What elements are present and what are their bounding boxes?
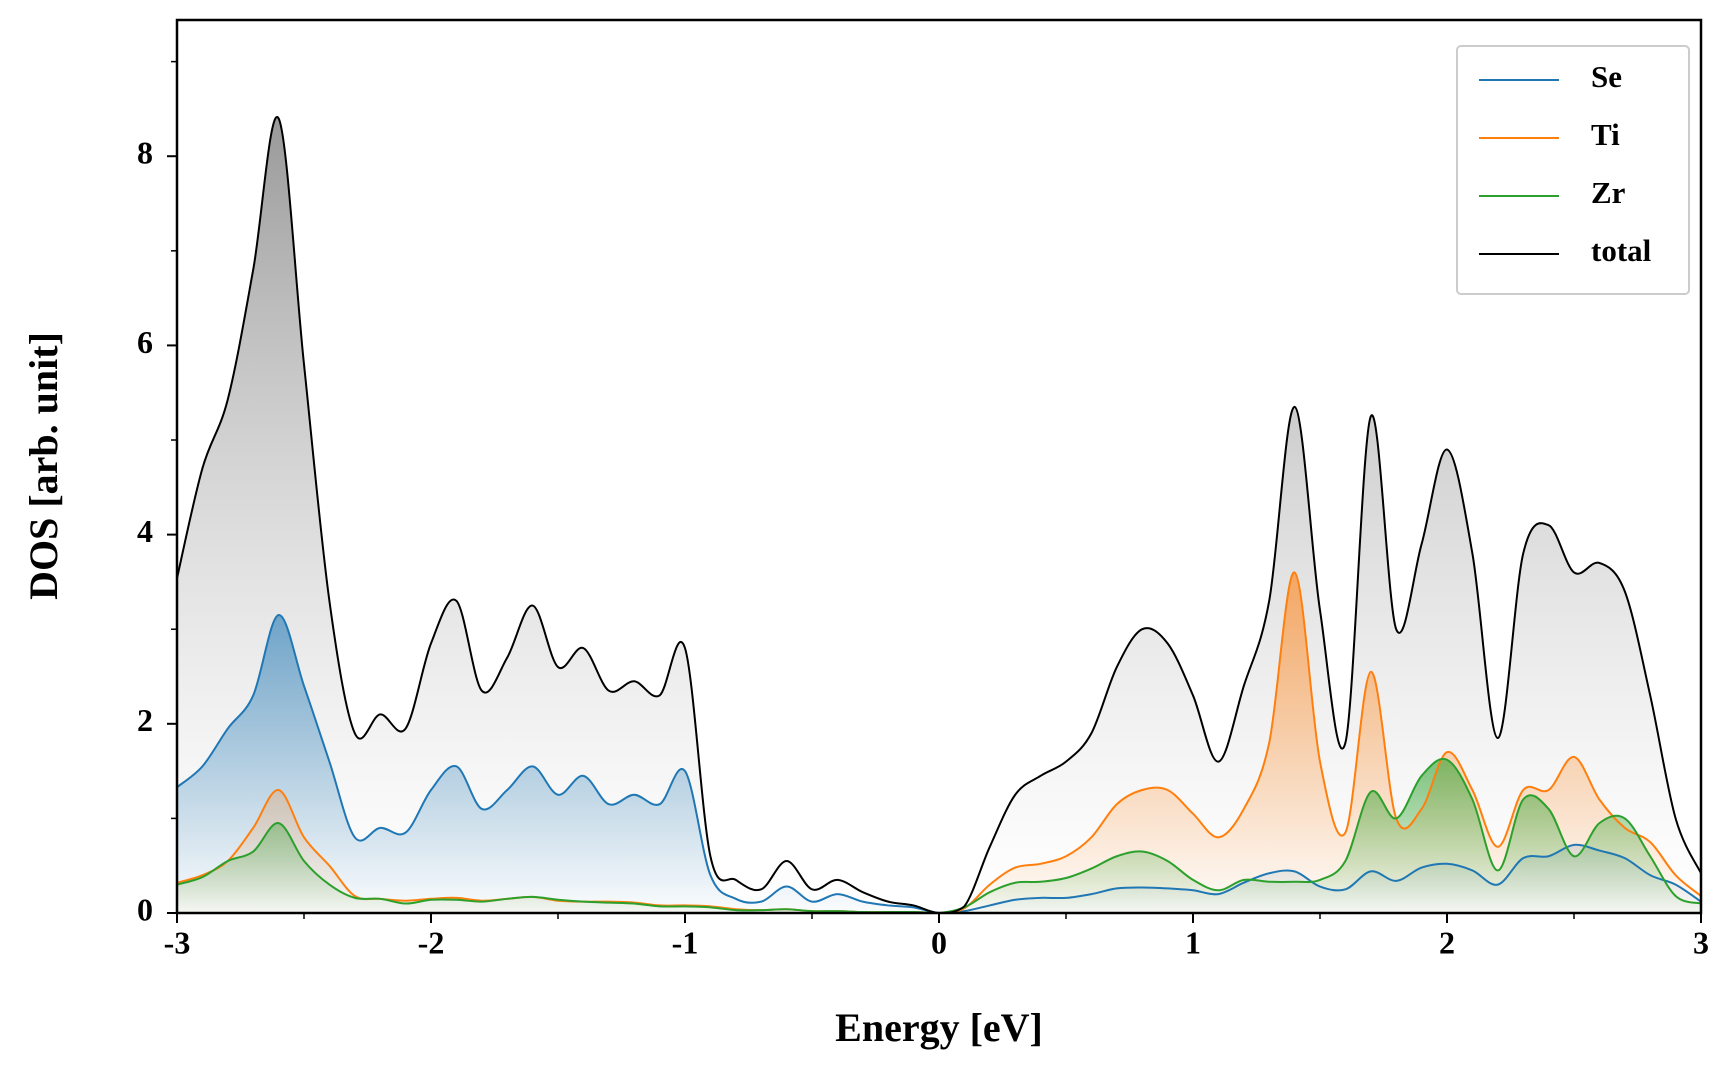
legend-label: Se xyxy=(1591,59,1622,94)
x-tick-label: -3 xyxy=(164,924,191,960)
x-tick-label: 3 xyxy=(1693,924,1709,960)
legend-label: total xyxy=(1591,233,1652,268)
y-tick-label: 8 xyxy=(137,135,153,171)
y-axis-label: DOS [arb. unit] xyxy=(21,332,66,600)
area-fill xyxy=(177,614,1701,913)
legend-label: Ti xyxy=(1591,117,1620,152)
x-tick-label: -2 xyxy=(418,924,445,960)
y-tick-label: 0 xyxy=(137,891,153,927)
area-fill xyxy=(177,572,1701,913)
x-tick-label: 1 xyxy=(1185,924,1201,960)
x-tick-label: 2 xyxy=(1439,924,1455,960)
x-axis-label: Energy [eV] xyxy=(835,1005,1043,1050)
legend-box xyxy=(1456,45,1690,295)
y-tick-label: 2 xyxy=(137,702,153,738)
series-line xyxy=(176,571,1702,915)
area-fill xyxy=(177,758,1701,913)
x-tick-label: -1 xyxy=(672,924,699,960)
series-line xyxy=(176,116,1702,915)
y-tick-label: 6 xyxy=(137,324,153,360)
legend-label: Zr xyxy=(1591,175,1626,210)
area-fill xyxy=(177,116,1701,913)
x-tick-label: 0 xyxy=(931,924,947,960)
y-tick-label: 4 xyxy=(137,513,153,549)
